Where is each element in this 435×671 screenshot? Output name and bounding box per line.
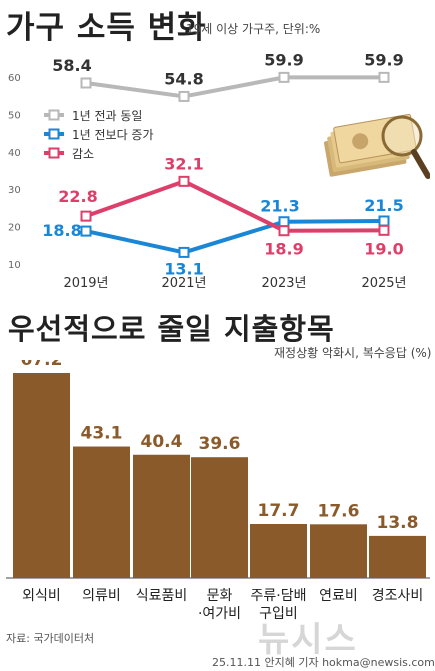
category-label: ·여가비 xyxy=(198,606,241,622)
legend-marker xyxy=(48,128,60,140)
bar-chart-subtitle: 재정상황 악화시, 복수응답 (%) xyxy=(274,346,432,360)
data-label: 18.8 xyxy=(42,221,81,240)
data-point xyxy=(178,90,190,102)
line-chart-title: 가구 소득 변화 xyxy=(6,10,207,46)
data-point xyxy=(378,224,390,236)
series-line xyxy=(85,179,385,233)
data-label: 58.4 xyxy=(52,56,91,75)
source-note: 자료: 국가데이터처 xyxy=(6,632,95,645)
x-tick-label: 2019년 xyxy=(63,276,108,291)
data-label: 19.0 xyxy=(364,239,403,258)
bar-value-label: 43.1 xyxy=(81,424,123,444)
data-point xyxy=(378,71,390,83)
category-label: 경조사비 xyxy=(372,588,424,604)
category-label: 문화 xyxy=(207,588,233,604)
y-tick-label: 50 xyxy=(8,110,21,121)
bar-value-label: 13.8 xyxy=(377,513,419,533)
series-line xyxy=(85,75,384,99)
bar xyxy=(13,373,70,578)
legend-marker xyxy=(48,147,60,159)
bar xyxy=(73,446,130,578)
y-tick-label: 20 xyxy=(8,223,21,234)
line-chart-subtitle: 19세 이상 가구주, 단위:% xyxy=(186,22,321,36)
bar xyxy=(250,524,307,578)
data-label: 32.1 xyxy=(164,154,203,173)
watermark-logo: 뉴시스 xyxy=(258,620,358,660)
data-point xyxy=(378,215,390,227)
category-label: 구입비 xyxy=(259,606,298,622)
category-label: 연료비 xyxy=(319,588,358,604)
money-magnifier-illustration xyxy=(324,113,430,179)
byline-credit: 25.11.11 안지혜 기자 hokma@newsis.com xyxy=(212,656,435,669)
legend-label: 1년 전과 동일 xyxy=(72,109,142,123)
data-point xyxy=(80,225,92,237)
data-point xyxy=(80,77,92,89)
data-label: 21.3 xyxy=(260,197,299,216)
x-tick-label: 2025년 xyxy=(361,276,406,291)
bar xyxy=(369,535,426,578)
data-point xyxy=(178,175,190,187)
legend-marker xyxy=(48,109,60,121)
bar xyxy=(310,524,367,578)
bar-chart-title: 우선적으로 줄일 지출항목 xyxy=(8,312,335,346)
bar-value-label: 67.2 xyxy=(21,360,63,370)
x-tick-label: 2023년 xyxy=(261,276,306,291)
data-label: 59.9 xyxy=(264,50,303,69)
data-label: 59.9 xyxy=(364,50,403,69)
category-label: 외식비 xyxy=(22,588,61,604)
data-label: 18.9 xyxy=(264,240,303,259)
bar xyxy=(191,457,248,578)
data-point xyxy=(80,210,92,222)
series-line xyxy=(85,218,385,255)
y-tick-label: 40 xyxy=(8,148,21,159)
data-point xyxy=(278,225,290,237)
bar-value-label: 17.6 xyxy=(318,501,360,521)
bar-value-label: 39.6 xyxy=(199,434,241,454)
bar-value-label: 17.7 xyxy=(258,501,300,521)
y-tick-label: 10 xyxy=(8,260,21,271)
legend-label: 1년 전보다 증가 xyxy=(72,128,154,142)
x-tick-label: 2021년 xyxy=(161,276,206,291)
data-label: 13.1 xyxy=(164,259,203,278)
data-point xyxy=(278,71,290,83)
bar-value-label: 40.4 xyxy=(141,432,183,452)
category-label: 주류·담배 xyxy=(251,588,307,604)
category-label: 식료품비 xyxy=(136,588,188,604)
category-label: 의류비 xyxy=(82,588,121,604)
data-point xyxy=(278,216,290,228)
legend-label: 감소 xyxy=(72,147,94,161)
data-label: 21.5 xyxy=(364,196,403,215)
data-label: 22.8 xyxy=(58,187,97,206)
bar xyxy=(133,454,190,578)
bar-chart: 67.2 외식비 43.1 의류비 40.4 식료품비 39.6 문화 ·여가비 17.7 주류·담… xyxy=(6,360,430,622)
y-tick-label: 60 xyxy=(8,73,21,84)
line-chart: 10 20 30 40 50 60 2019년 2021년 2023년 2025년 58.4 54.8… xyxy=(8,50,407,291)
data-point xyxy=(178,246,190,258)
y-tick-label: 30 xyxy=(8,185,21,196)
data-label: 54.8 xyxy=(164,69,203,88)
